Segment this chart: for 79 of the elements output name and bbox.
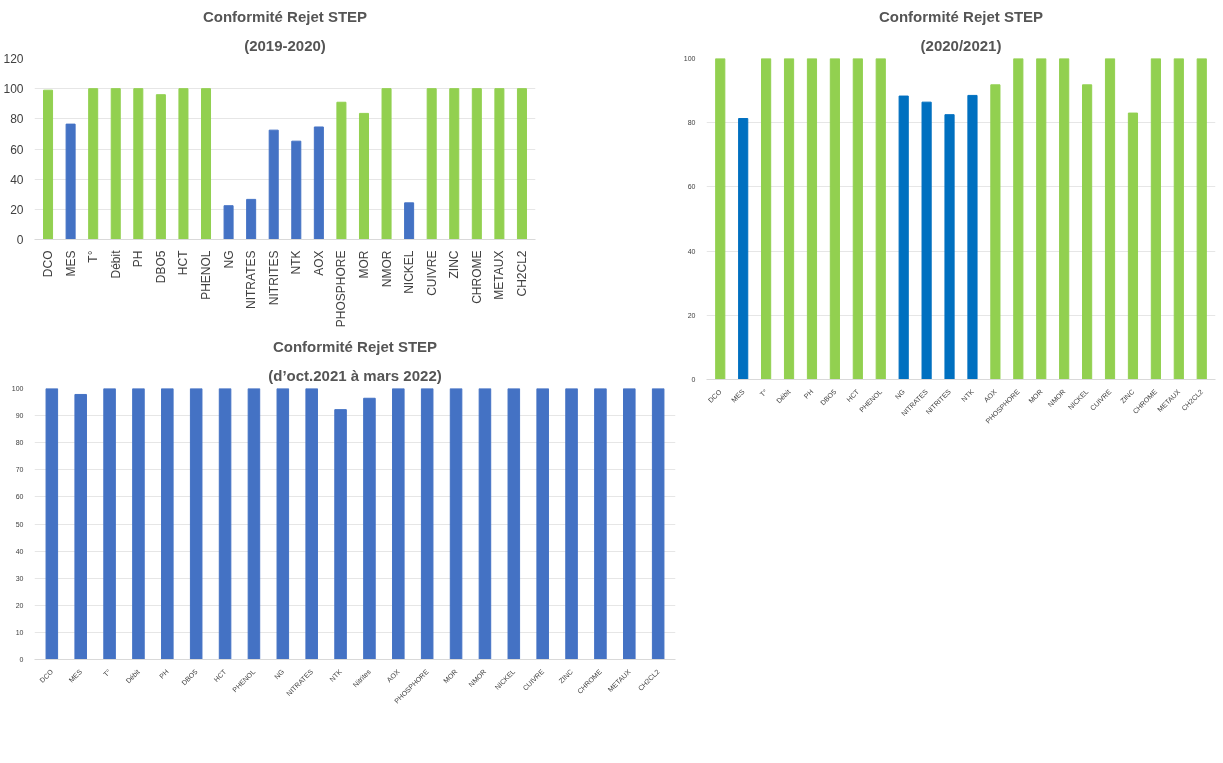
x-tick-label: HCT [176,249,191,276]
x-tick-label: CHROME [469,250,484,304]
chart-title: Conformité Rejet STEP [878,7,1044,25]
y-tick-label: 0 [16,233,24,247]
x-tick-label: PH [131,250,146,268]
x-tick-label: CH2CL2 [514,250,529,297]
x-tick-label: ZINC [447,250,462,279]
x-tick-label: CUIVRE [424,250,439,296]
x-tick-label: Débit [108,249,123,279]
bar [852,58,863,380]
x-tick-label: T° [86,250,101,263]
bar [110,88,121,240]
x-tick-label: DBO5 [153,250,168,284]
bar [494,88,505,240]
y-tick-label: 80 [10,112,24,127]
x-tick-label: NICKEL [402,250,417,294]
y-tick-label: 20 [10,202,24,217]
bar [381,88,392,240]
y-tick-label: 60 [10,142,24,157]
x-tick-label: AOX [311,250,326,276]
bar [967,94,978,380]
bar [471,88,482,240]
y-tick-label: 120 [3,52,24,66]
bar [449,88,460,240]
bar [1196,58,1207,380]
x-tick-label: METAUX [492,250,507,300]
bar [1173,58,1184,380]
x-tick-label: PHENOL [199,250,214,300]
bar [88,88,99,240]
x-tick-label: NG [221,250,236,269]
bar [715,58,726,380]
bar [1013,58,1024,380]
bar [1127,112,1139,380]
bar [516,88,527,240]
bar [738,118,749,380]
x-tick-label: PHOSPHORE [334,250,349,328]
bar [65,123,76,240]
bar [944,114,955,380]
bar [898,95,909,380]
bar [155,94,166,240]
bar [291,140,302,240]
bar [404,202,415,240]
chart-subtitle: (d’oct.2021 à mars 2022) [268,366,442,384]
bar [336,101,347,240]
x-tick-label: MOR [356,250,371,279]
y-tick-label: 100 [3,82,24,97]
bar [806,58,818,380]
x-tick-label: DCO [41,250,56,278]
bar [133,88,144,240]
bar [43,89,54,240]
x-tick-label: MES [63,250,78,277]
bar [1104,58,1116,380]
bar [426,88,437,240]
bar [246,198,257,240]
bar [178,88,189,240]
bar [1082,84,1093,380]
bar [223,205,234,240]
chart-title: Conformité Rejet STEP [202,7,368,25]
bar [1036,58,1047,380]
x-tick-label: NMOR [379,250,394,288]
bar [829,58,840,380]
bar [358,112,369,240]
bar [1150,58,1161,380]
bar [1059,58,1070,380]
chart-title: Conformité Rejet STEP [272,337,438,355]
chart-subtitle: (2019-2020) [244,36,326,54]
y-tick-label: 40 [10,172,24,187]
bar [268,129,279,240]
bar [313,126,324,240]
bar [201,88,212,240]
x-tick-label: NTK [289,250,304,275]
bar [761,58,772,380]
bar [921,101,932,380]
x-tick-label: NITRATES [244,250,259,309]
chart-subtitle: (2020/2021) [920,36,1002,54]
bar [875,58,886,380]
bar [990,84,1001,380]
x-tick-label: NITRITES [266,250,281,306]
bar [783,58,795,380]
